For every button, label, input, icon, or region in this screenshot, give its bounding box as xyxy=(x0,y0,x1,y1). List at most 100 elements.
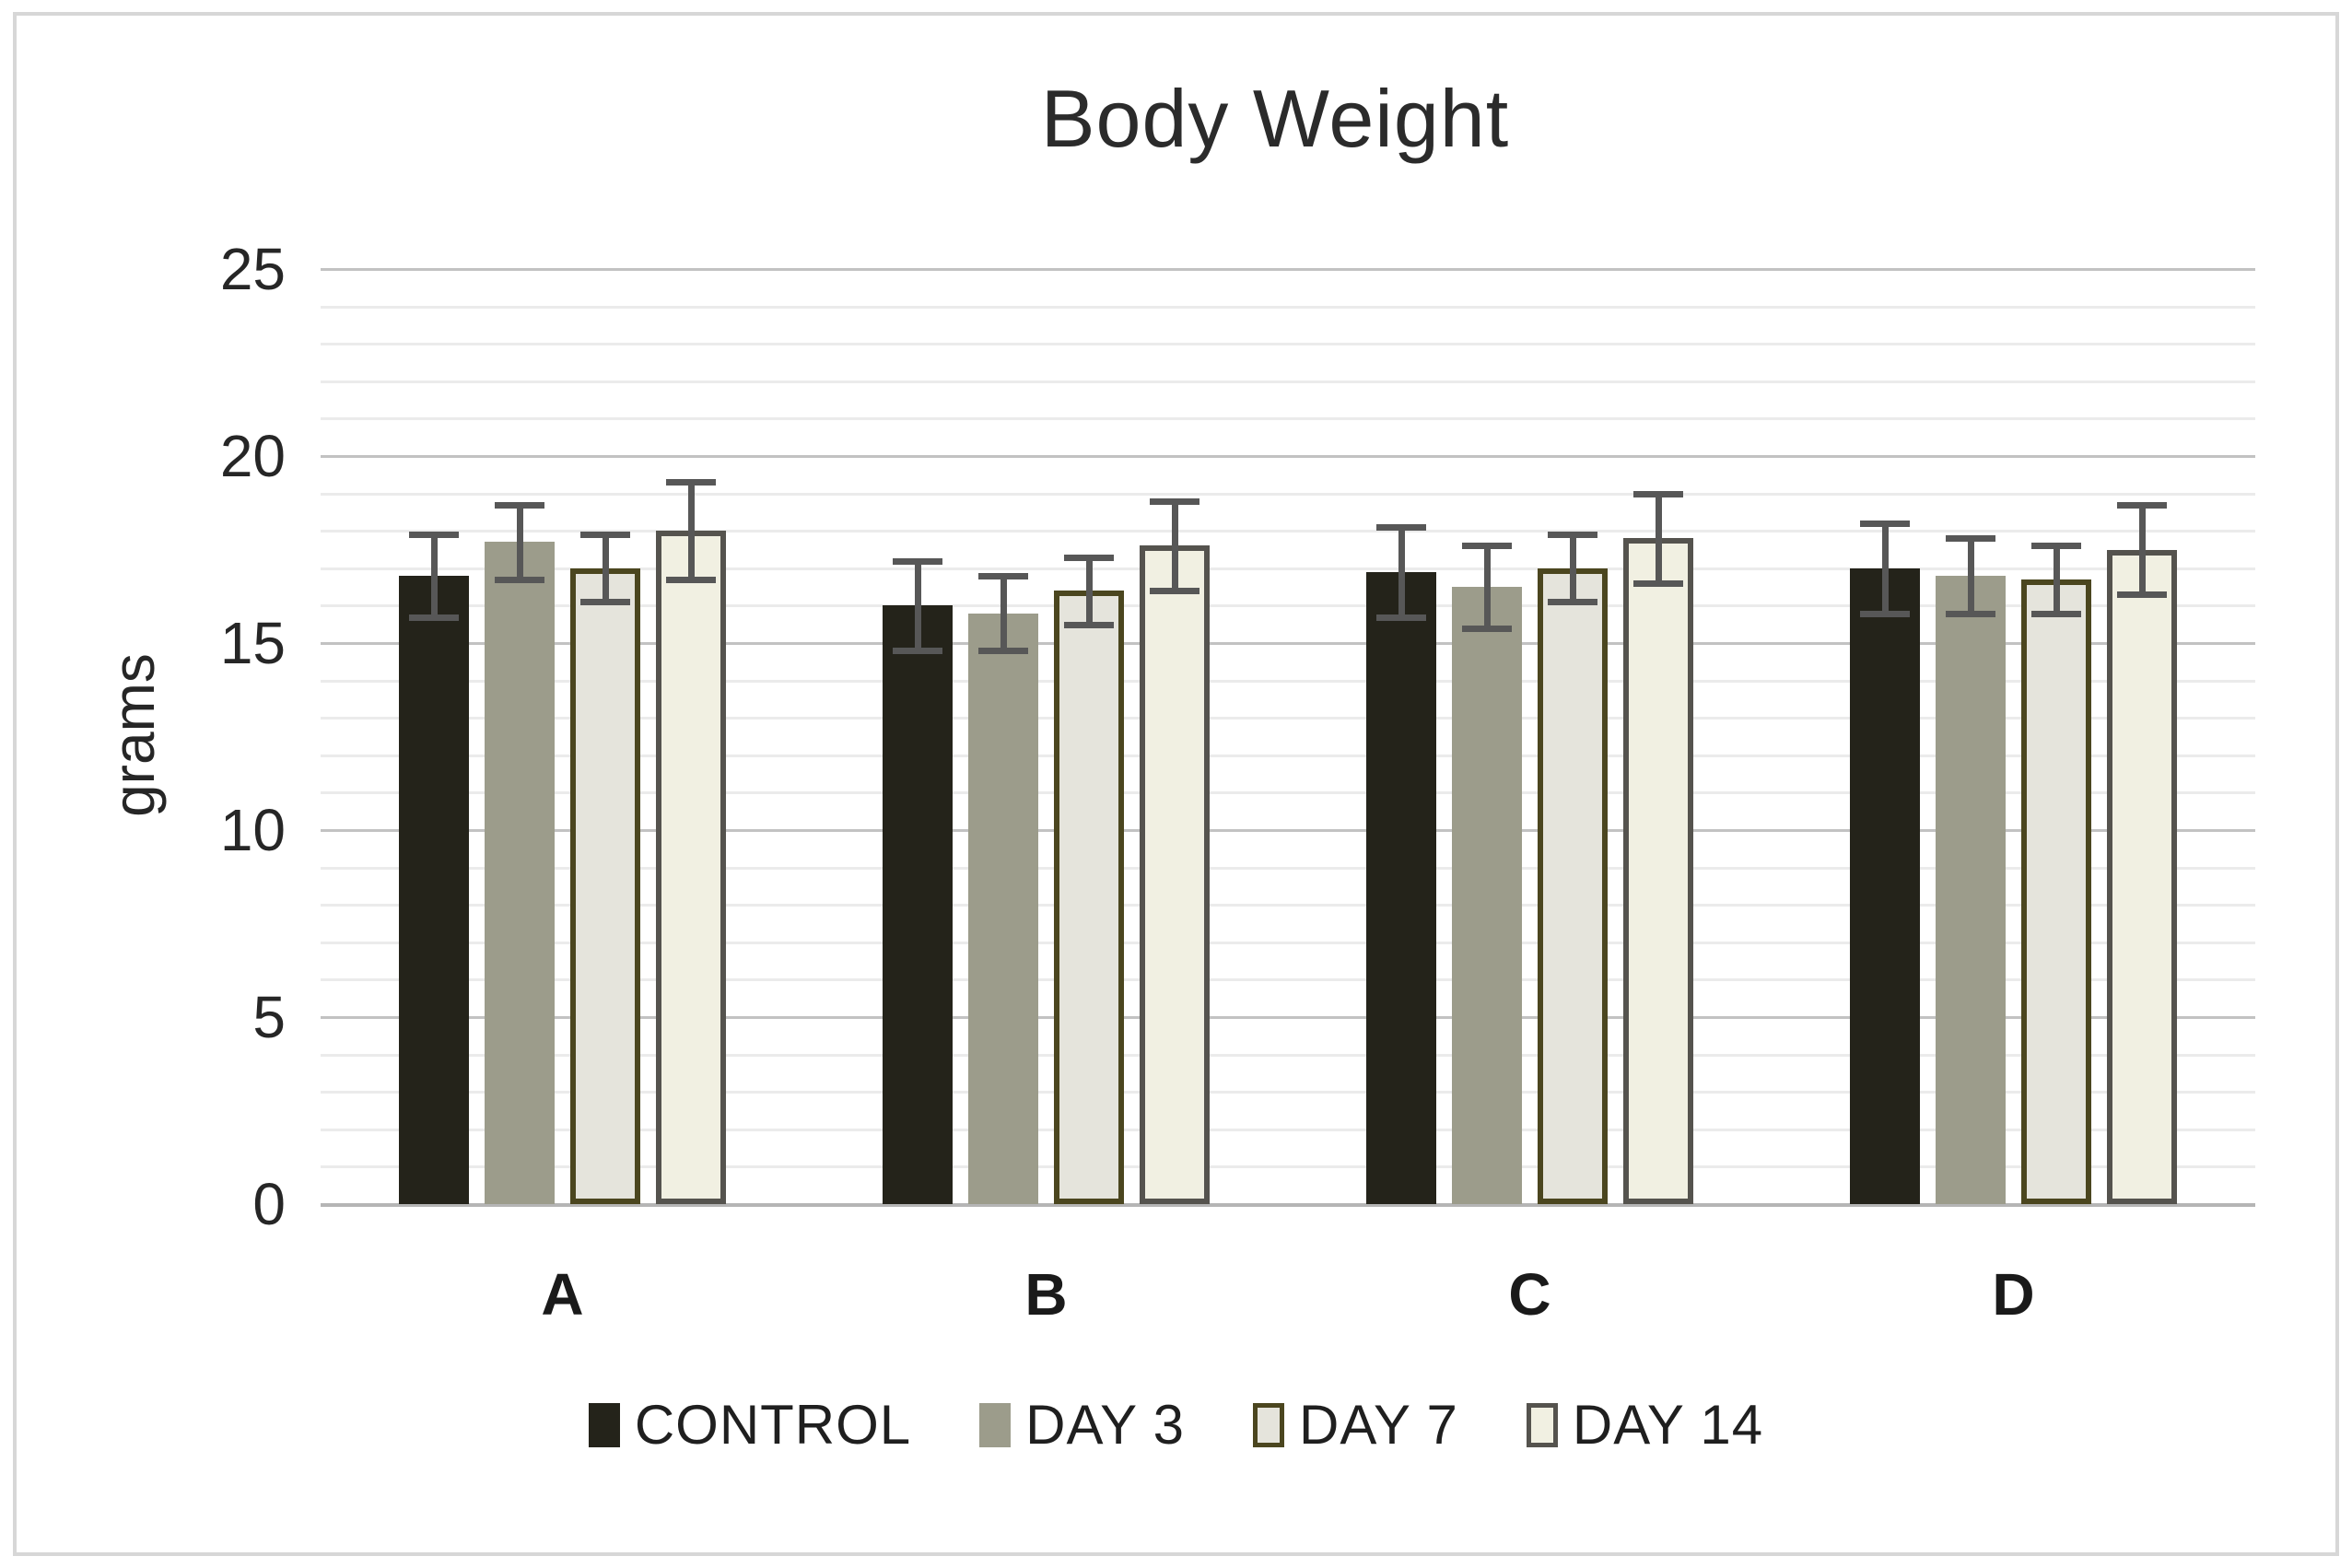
major-gridline xyxy=(321,268,2255,271)
bar-B-day-14 xyxy=(1140,545,1210,1204)
y-tick-label: 5 xyxy=(252,984,286,1050)
y-axis-title: grams xyxy=(100,653,167,817)
major-gridline xyxy=(321,829,2255,832)
minor-gridline xyxy=(321,1128,2255,1131)
x-axis-line xyxy=(321,1203,2255,1207)
bar-A-day-7 xyxy=(570,568,640,1204)
y-tick-label: 10 xyxy=(219,797,286,863)
error-bar-top-cap xyxy=(1946,535,1995,543)
legend-swatch xyxy=(1526,1402,1558,1447)
error-bar-top-cap xyxy=(495,501,544,509)
minor-gridline xyxy=(321,941,2255,944)
error-bar-top-cap xyxy=(1150,497,1199,505)
minor-gridline xyxy=(321,530,2255,533)
error-bar-bottom-cap xyxy=(1633,580,1683,588)
minor-gridline xyxy=(321,1091,2255,1094)
error-bar-line xyxy=(1085,556,1093,625)
minor-gridline xyxy=(321,1053,2255,1057)
error-bar-line xyxy=(914,560,921,651)
minor-gridline xyxy=(321,754,2255,757)
error-bar-top-cap xyxy=(1860,521,1910,528)
legend-label: DAY 3 xyxy=(1025,1394,1186,1456)
bar-B-day-7 xyxy=(1054,591,1124,1204)
y-tick-label: 0 xyxy=(252,1171,286,1237)
x-category-label-A: A xyxy=(541,1261,584,1328)
bar-C-day-14 xyxy=(1623,538,1693,1204)
legend-label: DAY 14 xyxy=(1572,1394,1764,1456)
plot-area xyxy=(321,268,2255,1207)
minor-gridline xyxy=(321,717,2255,720)
error-bar-bottom-cap xyxy=(1064,621,1114,628)
minor-gridline xyxy=(321,1165,2255,1169)
bar-C-control xyxy=(1366,571,1436,1204)
error-bar-top-cap xyxy=(1064,554,1114,561)
error-bar-bottom-cap xyxy=(1150,588,1199,595)
error-bar-line xyxy=(1655,493,1662,584)
error-bar-bottom-cap xyxy=(893,648,942,655)
error-bar-line xyxy=(602,534,609,603)
error-bar-line xyxy=(1483,545,1491,628)
minor-gridline xyxy=(321,305,2255,309)
error-bar-bottom-cap xyxy=(580,599,630,606)
legend-swatch xyxy=(1253,1402,1285,1447)
legend-item-day-14: DAY 14 xyxy=(1526,1393,1764,1457)
minor-gridline xyxy=(321,492,2255,496)
bar-group-D xyxy=(1772,269,2255,1204)
error-bar-top-cap xyxy=(1462,543,1512,550)
error-bar-top-cap xyxy=(2031,543,2081,550)
major-gridline xyxy=(321,455,2255,458)
chart-title: Body Weight xyxy=(1040,73,1510,164)
minor-gridline xyxy=(321,567,2255,570)
legend-label: DAY 7 xyxy=(1299,1394,1458,1456)
x-axis-labels: A B C D xyxy=(321,1260,2255,1334)
error-bar-top-cap xyxy=(1633,490,1683,497)
minor-gridline xyxy=(321,417,2255,421)
y-tick-label: 20 xyxy=(219,423,286,489)
error-bar-bottom-cap xyxy=(1376,614,1426,621)
error-bar-line xyxy=(1000,575,1007,651)
major-gridline xyxy=(321,642,2255,645)
error-bar-top-cap xyxy=(893,557,942,565)
minor-gridline xyxy=(321,604,2255,608)
error-bar-line xyxy=(516,504,523,579)
error-bar-top-cap xyxy=(666,479,716,486)
minor-gridline xyxy=(321,380,2255,383)
error-bar-bottom-cap xyxy=(409,614,459,621)
bar-group-B xyxy=(804,269,1288,1204)
minor-gridline xyxy=(321,791,2255,795)
error-bar-bottom-cap xyxy=(666,576,716,583)
bar-B-day-3 xyxy=(968,613,1038,1204)
bar-group-A xyxy=(321,269,804,1204)
bar-D-day-7 xyxy=(2021,579,2091,1204)
error-bar-bottom-cap xyxy=(495,576,544,583)
error-bar-line xyxy=(1171,500,1178,591)
minor-gridline xyxy=(321,343,2255,346)
legend-swatch xyxy=(588,1402,620,1447)
x-category-label-B: B xyxy=(1024,1261,1068,1328)
bar-C-day-7 xyxy=(1538,568,1608,1204)
error-bar-bottom-cap xyxy=(1462,625,1512,632)
bar-D-control xyxy=(1850,568,1920,1204)
x-category-label-C: C xyxy=(1508,1261,1551,1328)
error-bar-line xyxy=(2053,545,2060,614)
bar-B-control xyxy=(883,605,953,1204)
error-bar-bottom-cap xyxy=(2031,610,2081,617)
error-bar-line xyxy=(2138,504,2146,595)
x-category-label-D: D xyxy=(1992,1261,2035,1328)
error-bar-bottom-cap xyxy=(1946,610,1995,617)
bar-C-day-3 xyxy=(1452,587,1522,1204)
error-bar-top-cap xyxy=(580,532,630,539)
major-gridline xyxy=(321,1016,2255,1019)
error-bar-line xyxy=(1398,527,1405,617)
error-bar-top-cap xyxy=(409,532,459,539)
error-bar-top-cap xyxy=(1376,524,1426,532)
error-bar-line xyxy=(687,482,695,579)
y-tick-label: 15 xyxy=(219,610,286,676)
minor-gridline xyxy=(321,679,2255,683)
bar-A-control xyxy=(399,575,469,1204)
error-bar-top-cap xyxy=(1548,532,1597,539)
error-bar-line xyxy=(1569,534,1576,603)
minor-gridline xyxy=(321,978,2255,982)
error-bar-top-cap xyxy=(978,572,1028,579)
y-tick-label: 25 xyxy=(219,236,286,302)
